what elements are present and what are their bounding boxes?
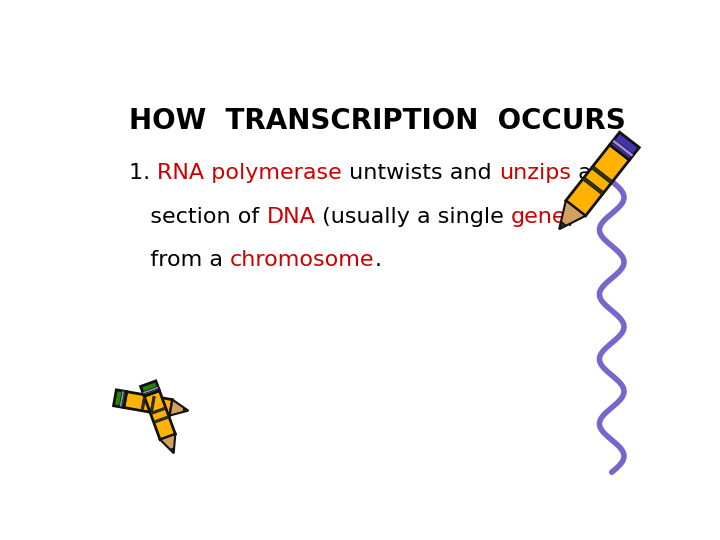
Text: 1.: 1. <box>129 163 157 183</box>
Polygon shape <box>559 200 585 229</box>
Polygon shape <box>184 408 188 411</box>
Polygon shape <box>153 416 169 423</box>
Polygon shape <box>150 407 166 415</box>
Text: section of: section of <box>129 207 266 227</box>
Text: gene: gene <box>511 207 567 227</box>
Polygon shape <box>140 381 159 396</box>
Text: (usually a single: (usually a single <box>315 207 511 227</box>
Polygon shape <box>114 390 127 408</box>
Text: from a: from a <box>129 250 230 270</box>
Text: HOW  TRANSCRIPTION  OCCURS: HOW TRANSCRIPTION OCCURS <box>129 107 626 135</box>
Text: DNA: DNA <box>266 207 315 227</box>
Polygon shape <box>612 139 634 157</box>
Polygon shape <box>144 390 176 440</box>
Polygon shape <box>591 166 613 184</box>
Text: unzips: unzips <box>499 163 571 183</box>
Polygon shape <box>171 448 174 453</box>
Polygon shape <box>124 392 172 416</box>
Polygon shape <box>141 395 146 411</box>
Polygon shape <box>143 386 158 394</box>
Polygon shape <box>610 132 639 160</box>
Polygon shape <box>160 434 176 453</box>
Polygon shape <box>566 145 629 216</box>
Text: ): ) <box>567 207 575 227</box>
Text: chromosome: chromosome <box>230 250 374 270</box>
Polygon shape <box>170 400 188 416</box>
Polygon shape <box>582 177 604 195</box>
Text: .: . <box>374 250 382 270</box>
Polygon shape <box>120 391 125 407</box>
Polygon shape <box>150 396 156 413</box>
Polygon shape <box>559 222 566 229</box>
Text: a: a <box>571 163 592 183</box>
Text: untwists and: untwists and <box>342 163 499 183</box>
Text: RNA polymerase: RNA polymerase <box>157 163 342 183</box>
